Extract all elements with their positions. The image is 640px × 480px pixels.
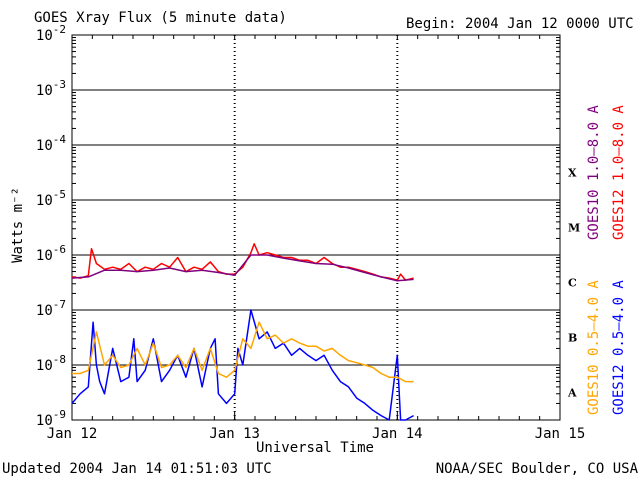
legend-entry-goes12-0-5-4-0-a: GOES12 0.5–4.0 A bbox=[611, 280, 627, 415]
y-tick-label: 10-2 bbox=[36, 23, 66, 44]
x-axis-label: Universal Time bbox=[256, 440, 374, 456]
y-tick-label: 10-6 bbox=[36, 243, 66, 264]
y-tick-label: 10-8 bbox=[36, 353, 66, 374]
y-axis-label: Watts m⁻² bbox=[10, 187, 26, 263]
y-tick-label: 10-4 bbox=[36, 133, 66, 154]
y-tick-label: 10-9 bbox=[36, 408, 66, 429]
series-line-goes12-0-5-4-0-a bbox=[71, 309, 414, 421]
legend: GOES12 0.5–4.0 A GOES10 0.5–4.0 A GOES12 1… bbox=[586, 105, 627, 415]
begin-time-label: Begin: 2004 Jan 12 0000 UTC bbox=[406, 16, 634, 32]
flare-class-x: X bbox=[568, 167, 577, 180]
plot-frame bbox=[71, 34, 561, 421]
credit-label: NOAA/SEC Boulder, CO USA bbox=[436, 461, 639, 477]
x-tick-label: Jan 14 bbox=[372, 426, 423, 442]
x-tick-label: Jan 15 bbox=[535, 426, 586, 442]
flare-class-b: B bbox=[568, 332, 577, 345]
chart-title: GOES Xray Flux (5 minute data) bbox=[34, 10, 287, 26]
legend-entry-goes10-1-0-8-0-a: GOES10 1.0–8.0 A bbox=[586, 105, 602, 240]
x-tick-label: Jan 13 bbox=[209, 426, 260, 442]
series-line-goes10-0-5-4-0-a bbox=[72, 321, 414, 383]
legend-entry-goes10-0-5-4-0-a: GOES10 0.5–4.0 A bbox=[586, 280, 602, 415]
legend-entry-goes12-1-0-8-0-a: GOES12 1.0–8.0 A bbox=[611, 105, 627, 240]
flare-class-c: C bbox=[568, 277, 577, 290]
y-tick-label: 10-5 bbox=[36, 188, 66, 209]
updated-timestamp: Updated 2004 Jan 14 01:51:03 UTC bbox=[2, 461, 272, 477]
y-tick-label: 10-7 bbox=[36, 298, 66, 319]
series-line-goes10-1-0-8-0-a bbox=[71, 254, 414, 282]
flare-class-a: A bbox=[567, 387, 577, 400]
series-line-goes12-1-0-8-0-a bbox=[71, 243, 414, 281]
x-tick-label: Jan 12 bbox=[47, 426, 98, 442]
flare-class-m: M bbox=[568, 222, 580, 235]
y-tick-label: 10-3 bbox=[36, 78, 66, 99]
